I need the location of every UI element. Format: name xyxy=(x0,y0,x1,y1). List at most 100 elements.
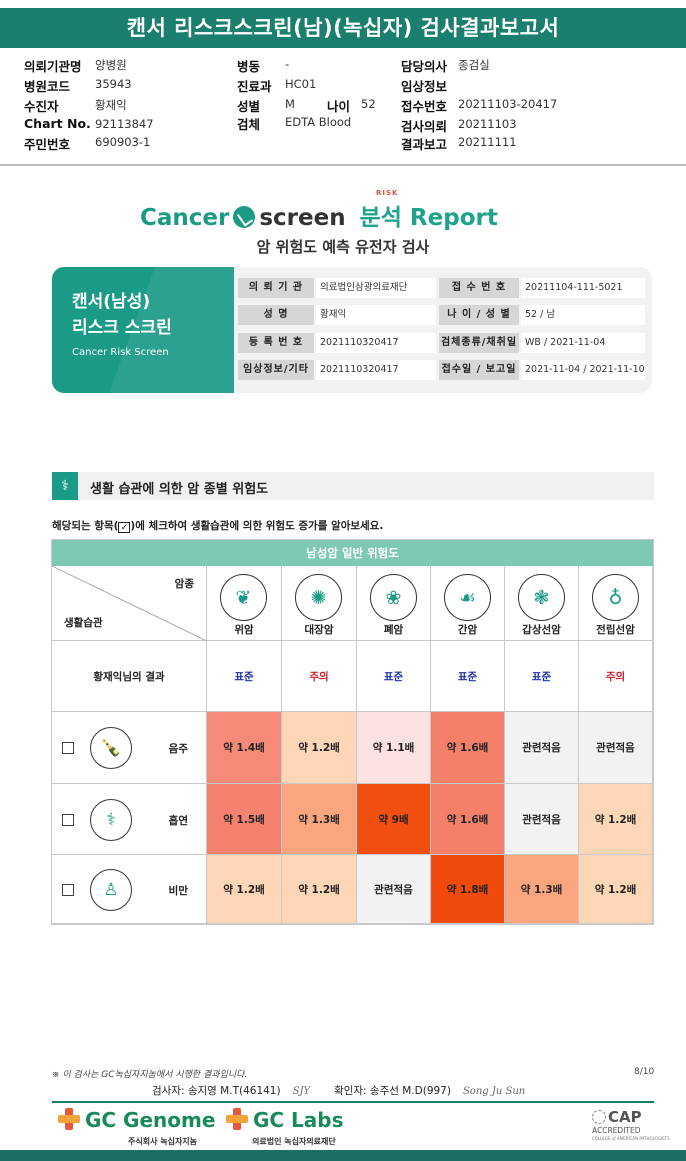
info-label: 검체종류/채취일 xyxy=(439,333,519,353)
organ-name: 위암 xyxy=(234,624,254,636)
cap-seal-icon xyxy=(592,1110,606,1124)
cap-college: COLLEGE of AMERICAN PATHOLOGISTS xyxy=(592,1136,670,1141)
lifestyle-checkbox[interactable] xyxy=(62,742,74,754)
card-line2: 리스크 스크린 xyxy=(72,318,172,338)
cigarette-icon: ⚕ xyxy=(90,798,132,841)
header-value: 종검실 xyxy=(458,58,490,72)
table-corner: 암종 생활습관 xyxy=(52,566,207,641)
lifestyle-row-label: ♙ 비만 xyxy=(52,855,207,924)
risk-cell: 약 1.5배 xyxy=(207,784,282,855)
header-value: 20211111 xyxy=(458,135,517,149)
risk-cell: 관련적음 xyxy=(505,784,579,855)
confirmer-signature: Song Ju Sun xyxy=(462,1086,526,1097)
bottom-bar xyxy=(0,1150,686,1161)
header-value: 35943 xyxy=(95,77,132,91)
card-line1: 캔서(남성) xyxy=(72,292,151,312)
instr-pre: 해당되는 항목( xyxy=(52,520,119,532)
organ-header: ❀ 폐암 xyxy=(357,566,431,641)
risk-cell: 약 1.2배 xyxy=(579,855,653,924)
result-cell: 표준 xyxy=(431,641,505,712)
table-header: 남성암 일반 위험도 xyxy=(52,540,653,566)
gc-cross-icon xyxy=(226,1108,248,1130)
lung-icon: ❀ xyxy=(370,574,417,621)
risk-cell: 약 1.4배 xyxy=(207,712,282,784)
risk-dot-icon xyxy=(233,206,256,228)
risk-cell: 관련적음 xyxy=(579,712,653,784)
header-value: 양병원 xyxy=(95,58,127,72)
footer-note: ※ 이 검사는 GC녹십자지놈에서 시행한 결과입니다. xyxy=(52,1070,248,1080)
report-subtitle: 암 위험도 예측 유전자 검사 xyxy=(256,238,430,256)
result-cell: 주의 xyxy=(282,641,357,712)
organ-name: 대장암 xyxy=(304,624,334,636)
risk-cell: 약 1.6배 xyxy=(431,712,505,784)
gc-labs-text: GC Labs xyxy=(253,1108,344,1132)
header-divider xyxy=(0,164,686,166)
examiner: 검사자: 송지영 M.T(46141) xyxy=(152,1085,281,1097)
colon-icon: ✺ xyxy=(295,574,342,621)
body-icon: ♙ xyxy=(90,868,132,911)
result-cell: 표준 xyxy=(505,641,579,712)
info-value: 2021-11-04 / 2021-11-10 xyxy=(521,360,645,380)
lifestyle-checkbox[interactable] xyxy=(62,813,74,826)
lifestyle-name: 흡연 xyxy=(168,814,188,827)
info-value: WB / 2021-11-04 xyxy=(521,333,645,353)
age-value: 52 xyxy=(361,97,376,111)
result-cell: 표준 xyxy=(357,641,431,712)
corner-diagonal xyxy=(52,566,207,641)
risk-cell: 약 1.1배 xyxy=(357,712,431,784)
section-header: ⚕ 생활 습관에 의한 암 종별 위험도 xyxy=(52,472,654,500)
risk-cell: 관련적음 xyxy=(505,712,579,784)
header-label: Chart No. xyxy=(24,116,91,131)
gc-cross-icon xyxy=(58,1108,80,1130)
info-value: 2021110320417 xyxy=(316,333,436,353)
header-label: 성별 xyxy=(237,99,261,114)
header-label: 병동 xyxy=(237,59,261,74)
risk-cell: 약 1.2배 xyxy=(579,784,653,855)
info-label: 의 뢰 기 관 xyxy=(238,278,314,298)
organ-header: ✺ 대장암 xyxy=(282,566,357,641)
lifestyle-checkbox[interactable] xyxy=(62,883,74,896)
alcohol-icon: 🍾 xyxy=(90,727,132,769)
header-value: M xyxy=(285,97,295,111)
brand-risk: RISK xyxy=(376,189,399,197)
liver-icon: ☙ xyxy=(444,574,491,621)
risk-cell: 관련적음 xyxy=(357,855,431,924)
header-value: EDTA Blood xyxy=(285,115,352,129)
info-value: 2021110320417 xyxy=(316,360,436,380)
stethoscope-icon: ⚕ xyxy=(52,472,78,500)
lifestyle-row-label: ⚕ 흡연 xyxy=(52,784,207,855)
thyroid-icon: ❃ xyxy=(518,574,565,621)
header-label: 검체 xyxy=(237,117,261,132)
corner-bottom-label: 생활습관 xyxy=(64,617,103,629)
info-label: 성 명 xyxy=(238,305,314,325)
patient-header: 의뢰기관명 양병원 병원코드 35943 수진자 황재익 Chart No. 92113847… xyxy=(0,50,686,166)
brand-logo: Cancer screen 분석 Report RISK xyxy=(140,189,498,234)
cap-accredited: ACCREDITED xyxy=(592,1126,641,1135)
header-value: - xyxy=(285,57,290,71)
risk-cell: 약 1.3배 xyxy=(282,784,357,855)
brand-cancer: Cancer xyxy=(140,205,230,231)
header-label: 검사의뢰 xyxy=(401,119,448,134)
examiner-signature: SJY xyxy=(292,1086,311,1097)
header-value: 20211103 xyxy=(458,117,517,131)
risk-cell: 약 1.2배 xyxy=(207,855,282,924)
header-label: 결과보고 xyxy=(401,137,448,152)
signature-line: 검사자: 송지영 M.T(46141) SJY 확인자: 송주선 M.D(997) S… xyxy=(152,1083,549,1098)
info-label: 나 이 / 성 별 xyxy=(439,305,519,325)
stomach-icon: ❦ xyxy=(220,574,267,621)
risk-table: 남성암 일반 위험도 암종 생활습관 ❦ 위암 ✺ 대장암 ❀ 폐암 ☙ 간암 ❃ 갑상선암 ♁ 전립… xyxy=(51,539,654,925)
risk-cell: 약 1.8배 xyxy=(431,855,505,924)
risk-cell: 약 1.3배 xyxy=(505,855,579,924)
gc-labs-sub: 의료법인 녹십자의료재단 xyxy=(252,1137,336,1146)
result-cell: 표준 xyxy=(207,641,282,712)
header-label: 담당의사 xyxy=(401,59,448,74)
organ-header: ❦ 위암 xyxy=(207,566,282,641)
info-panel: 의 뢰 기 관 의료법인삼광의료재단 접 수 번 호 20211104-111-502… xyxy=(234,267,652,393)
organ-header: ♁ 전립선암 xyxy=(579,566,653,641)
header-value: HC01 xyxy=(285,77,317,91)
card-line3: Cancer Risk Screen xyxy=(72,347,169,358)
header-label: 수진자 xyxy=(24,99,59,114)
corner-top-label: 암종 xyxy=(174,578,194,590)
risk-cell: 약 9배 xyxy=(357,784,431,855)
info-label: 임상정보/기타 xyxy=(238,360,314,380)
